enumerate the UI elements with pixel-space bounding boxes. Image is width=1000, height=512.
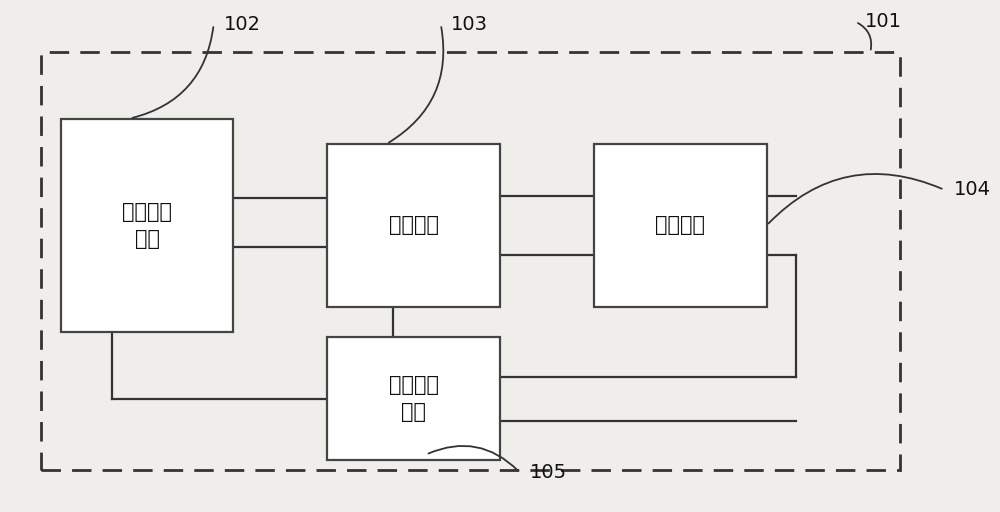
Text: 采集单元: 采集单元 bbox=[389, 216, 439, 236]
Bar bbox=[41, 52, 900, 470]
Bar bbox=[327, 144, 500, 307]
Text: 103: 103 bbox=[451, 15, 488, 34]
Bar bbox=[594, 144, 767, 307]
Bar bbox=[327, 337, 500, 460]
Bar bbox=[61, 118, 233, 332]
Text: 102: 102 bbox=[224, 15, 261, 34]
Text: 105: 105 bbox=[530, 463, 567, 482]
Text: 智能转换
单元: 智能转换 单元 bbox=[389, 375, 439, 422]
Text: 101: 101 bbox=[865, 12, 902, 31]
Text: 基本保护
单元: 基本保护 单元 bbox=[122, 202, 172, 249]
Text: 104: 104 bbox=[954, 180, 991, 199]
Text: 控制单元: 控制单元 bbox=[655, 216, 705, 236]
